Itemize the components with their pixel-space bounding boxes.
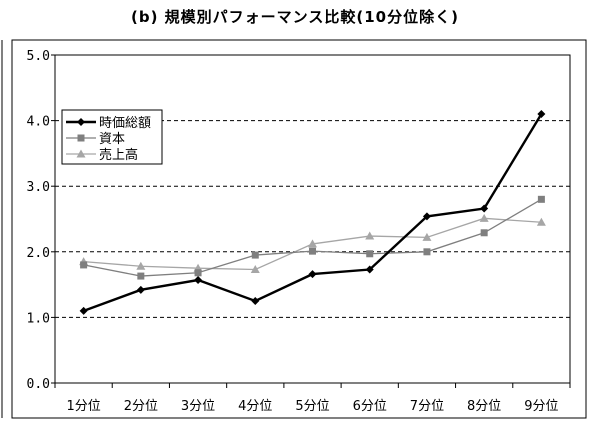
x-tick-label: 2分位 bbox=[124, 399, 158, 414]
legend-entry-capital: 資本 bbox=[66, 132, 125, 147]
market-cap-point bbox=[79, 306, 88, 315]
x-tick-label: 1分位 bbox=[66, 399, 100, 414]
capital-point bbox=[309, 247, 316, 255]
sales-point bbox=[365, 231, 375, 240]
legend-entry-market-cap: 時価総額 bbox=[66, 116, 151, 131]
capital-point bbox=[251, 251, 259, 259]
market-cap-point bbox=[422, 212, 431, 221]
y-tick-label: 2.0 bbox=[27, 246, 50, 261]
y-tick-label: 4.0 bbox=[27, 115, 50, 130]
legend-label: 売上高 bbox=[99, 147, 138, 163]
capital-point bbox=[194, 269, 202, 277]
capital-point bbox=[366, 250, 374, 258]
x-tick-label: 5分位 bbox=[295, 399, 329, 414]
x-tick-label: 3分位 bbox=[181, 399, 215, 414]
chart-title: (b) 規模別パフォーマンス比較(10分位除く) bbox=[131, 8, 459, 26]
x-tick-label: 4分位 bbox=[238, 399, 272, 414]
plot-area bbox=[54, 54, 571, 384]
series-group bbox=[79, 110, 546, 315]
market-cap-point bbox=[537, 110, 546, 119]
capital-point bbox=[423, 248, 431, 256]
legend-label: 時価総額 bbox=[99, 116, 151, 131]
legend-entry-sales: 売上高 bbox=[66, 147, 138, 163]
x-tick-label: 9分位 bbox=[524, 399, 558, 414]
market-cap-point bbox=[480, 204, 489, 213]
capital-point bbox=[80, 261, 88, 269]
legend-label: 資本 bbox=[99, 132, 125, 147]
market-cap-point bbox=[136, 285, 145, 294]
market-cap-point bbox=[251, 297, 260, 305]
y-tick-label: 3.0 bbox=[27, 180, 50, 195]
axes: 0.0 1.0 2.0 3.0 4.0 5.0 1分位 2分位 3分位 4分位 5分位 6分位 7分位 8… bbox=[27, 49, 571, 414]
legend-capital-point bbox=[77, 134, 85, 142]
legend-sales-point bbox=[76, 149, 86, 158]
sales-point bbox=[536, 217, 546, 226]
capital-point bbox=[537, 195, 545, 203]
legend-market-cap-point bbox=[77, 118, 85, 126]
sales-point bbox=[308, 239, 317, 248]
x-tick-label: 7分位 bbox=[410, 399, 444, 414]
market-cap-point bbox=[194, 276, 203, 285]
sales-point bbox=[136, 261, 146, 270]
series-sales bbox=[79, 213, 546, 274]
capital-point bbox=[137, 272, 145, 280]
x-tick-label: 8分位 bbox=[467, 399, 501, 414]
y-tick-label: 5.0 bbox=[27, 49, 50, 64]
market-cap-point bbox=[365, 265, 374, 274]
x-tick-label: 6分位 bbox=[353, 399, 387, 414]
series-market-cap bbox=[79, 110, 546, 315]
y-tick-label: 0.0 bbox=[27, 377, 50, 392]
sales-point bbox=[250, 265, 260, 274]
sales-point bbox=[479, 213, 489, 222]
capital-point bbox=[480, 229, 488, 237]
series-capital bbox=[80, 195, 545, 280]
chart-area-border bbox=[11, 39, 587, 419]
market-cap-point bbox=[308, 270, 317, 279]
sales-point bbox=[422, 232, 432, 241]
y-tick-label: 1.0 bbox=[27, 311, 50, 326]
